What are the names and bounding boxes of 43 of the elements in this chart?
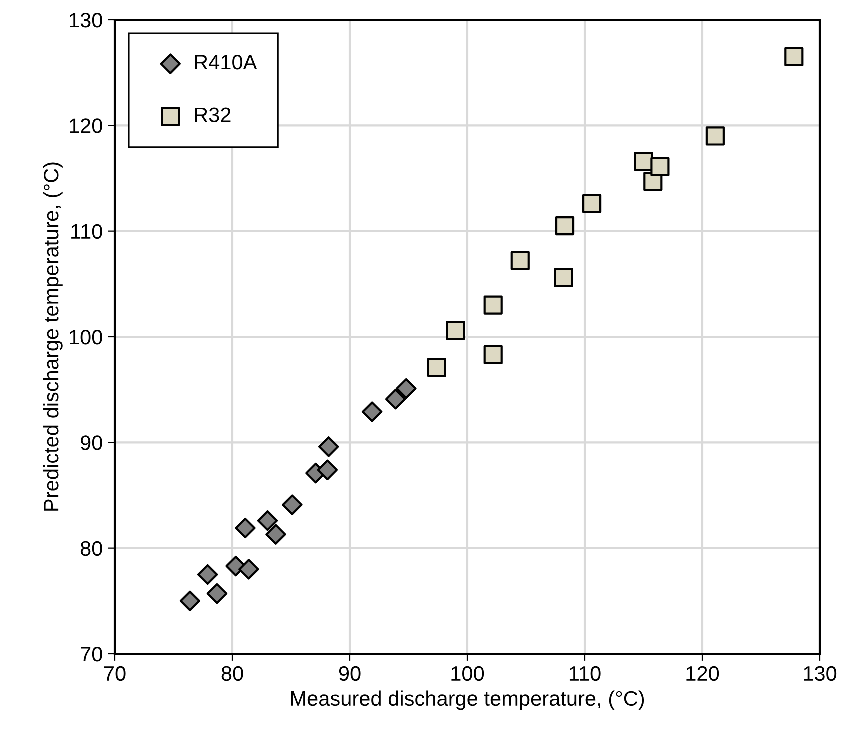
point (582, 194, 602, 214)
point (317, 460, 338, 480)
point (197, 564, 218, 586)
point (484, 296, 503, 315)
point (555, 216, 575, 236)
x-tick-label: 110 (570, 666, 601, 682)
point (650, 157, 670, 176)
point (257, 510, 278, 532)
point (238, 559, 260, 580)
y-tick-label: 130 (70, 13, 102, 28)
y-tick-label: 110 (72, 224, 102, 240)
point (362, 402, 383, 422)
y-tick-label: 80 (80, 541, 102, 556)
point (634, 152, 654, 172)
x-axis-title: Measured discharge temperature, (°C) (291, 690, 644, 710)
x-tick-label: 70 (104, 666, 126, 682)
legend-label: R32 (195, 108, 231, 122)
point (510, 251, 530, 270)
y-tick-label: 90 (81, 436, 102, 450)
point (180, 590, 201, 612)
x-tick-label: 130 (804, 666, 837, 682)
point (266, 524, 286, 545)
point (484, 345, 503, 365)
y-axis-title: Predicted discharge temperature, (°C) (43, 162, 63, 511)
y-tick-label: 100 (70, 330, 102, 345)
point (706, 126, 725, 146)
y-tick-label: 120 (70, 118, 102, 134)
point (396, 378, 417, 400)
point (318, 436, 340, 458)
point (554, 268, 574, 288)
point (784, 47, 804, 67)
x-tick-label: 100 (452, 666, 484, 682)
x-tick-label: 80 (222, 666, 244, 682)
point (282, 494, 303, 516)
point (446, 321, 466, 340)
point (235, 518, 256, 539)
x-tick-label: 90 (339, 666, 361, 682)
x-tick-label: 120 (686, 666, 720, 682)
point (427, 358, 446, 378)
point (385, 388, 406, 410)
legend-label: R410A (195, 54, 258, 70)
point (206, 583, 228, 604)
y-tick-label: 70 (81, 647, 102, 662)
